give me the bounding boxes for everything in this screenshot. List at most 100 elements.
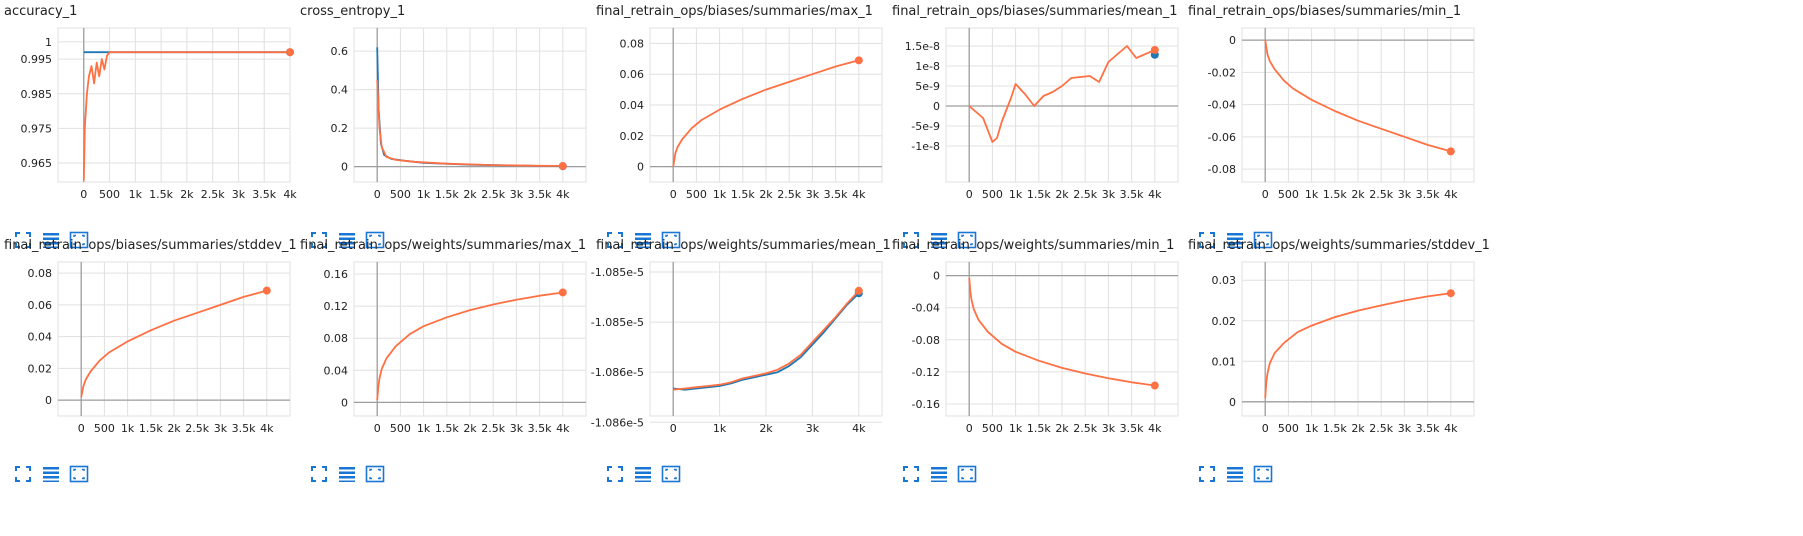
data-series-icon[interactable] xyxy=(40,463,62,485)
y-tick-label: 0.04 xyxy=(620,99,645,112)
data-series-icon[interactable] xyxy=(928,229,950,251)
y-tick-label: -1.085e-5 xyxy=(591,316,644,329)
fullscreen-icon[interactable] xyxy=(1196,463,1218,485)
fit-domain-icon[interactable] xyxy=(1252,229,1274,251)
chart-title: final_retrain_ops/biases/summaries/max_1 xyxy=(596,4,873,19)
x-tick-label: 3k xyxy=(1398,422,1412,435)
series-end-marker xyxy=(286,48,294,57)
y-tick-label: 5e-9 xyxy=(915,80,940,93)
fullscreen-icon[interactable] xyxy=(900,463,922,485)
x-tick-label: 3.5k xyxy=(232,422,256,435)
x-tick-label: 1k xyxy=(1009,422,1023,435)
x-tick-label: 2k xyxy=(180,188,194,201)
y-tick-label: 0 xyxy=(341,161,348,174)
y-tick-label: -0.04 xyxy=(912,302,940,315)
x-tick-label: 2.5k xyxy=(777,188,801,201)
x-tick-label: 1k xyxy=(1305,422,1319,435)
fullscreen-icon[interactable] xyxy=(604,229,626,251)
x-tick-label: 2k xyxy=(463,422,477,435)
series-line xyxy=(376,79,563,167)
x-tick-label: 500 xyxy=(686,188,707,201)
fit-domain-icon[interactable] xyxy=(364,463,386,485)
y-tick-label: -0.08 xyxy=(1208,163,1236,176)
x-tick-label: 3.5k xyxy=(528,188,552,201)
series-end-marker xyxy=(1446,289,1455,298)
data-series-icon[interactable] xyxy=(1224,229,1246,251)
x-tick-label: 500 xyxy=(1278,422,1299,435)
chart-plot: 0 500 1k 1.5k 2k 2.5k 3k 3.5k 4k 1 0.995 0.985 0.975… xyxy=(21,27,297,201)
fullscreen-icon[interactable] xyxy=(1196,229,1218,251)
chart-plot: 0 500 1k 1.5k 2k 2.5k 3k 3.5k 4k 1.5e-8 1e-8 5e-9 0 -… xyxy=(905,27,1179,201)
x-tick-label: 500 xyxy=(99,188,120,201)
x-tick-label: 2k xyxy=(1055,422,1069,435)
chart-card: final_retrain_ops/weights/summaries/min_… xyxy=(888,234,1228,496)
plot-frame xyxy=(945,27,1179,183)
fit-domain-icon[interactable] xyxy=(68,463,90,485)
x-tick-label: 1k xyxy=(713,188,727,201)
fit-domain-icon[interactable] xyxy=(956,463,978,485)
x-tick-label: 500 xyxy=(390,422,411,435)
x-tick-label: 4k xyxy=(852,422,866,435)
y-tick-label: 0 xyxy=(1229,34,1236,47)
fullscreen-icon[interactable] xyxy=(12,463,34,485)
y-tick-label: -0.08 xyxy=(912,334,940,347)
y-tick-label: 0.06 xyxy=(28,299,53,312)
y-tick-label: -0.12 xyxy=(912,366,940,379)
chart-plot: 0 500 1k 1.5k 2k 2.5k 3k 3.5k 4k 0.08 0.06 0.04 0.02… xyxy=(620,27,883,201)
y-tick-label: -5e-9 xyxy=(911,120,940,133)
plot-frame xyxy=(649,27,883,183)
y-tick-label: 0.6 xyxy=(331,45,349,58)
fit-domain-icon[interactable] xyxy=(68,229,90,251)
chart-card: cross_entropy_1 0 500 1k 1.5k 2k 2.5k 3k 3.5k 4k 0… xyxy=(296,0,636,262)
fullscreen-icon[interactable] xyxy=(900,229,922,251)
chart-title: cross_entropy_1 xyxy=(300,4,406,19)
data-series-icon[interactable] xyxy=(336,463,358,485)
y-tick-label: 0.02 xyxy=(1212,315,1237,328)
data-series-icon[interactable] xyxy=(928,463,950,485)
chart-card: accuracy_1 0 500 1k 1.5k 2k 2.5k 3k 3.5k 4k 1 0.995… xyxy=(0,0,340,262)
x-tick-label: 1.5k xyxy=(1323,188,1347,201)
y-tick-label: 0.03 xyxy=(1212,274,1237,287)
fit-domain-icon[interactable] xyxy=(364,229,386,251)
x-tick-label: 3.5k xyxy=(1416,422,1440,435)
x-tick-label: 1.5k xyxy=(731,188,755,201)
fit-domain-icon[interactable] xyxy=(1252,463,1274,485)
x-tick-label: 3.5k xyxy=(824,188,848,201)
x-tick-label: 0 xyxy=(374,422,381,435)
fullscreen-icon[interactable] xyxy=(308,229,330,251)
fullscreen-icon[interactable] xyxy=(12,229,34,251)
plot-frame xyxy=(1241,27,1475,183)
chart-card: final_retrain_ops/biases/summaries/stdde… xyxy=(0,234,340,496)
chart-card: final_retrain_ops/biases/summaries/max_1… xyxy=(592,0,932,262)
data-series-icon[interactable] xyxy=(1224,463,1246,485)
x-tick-label: 4k xyxy=(260,422,274,435)
y-tick-label: 0 xyxy=(1229,396,1236,409)
x-tick-label: 500 xyxy=(1278,188,1299,201)
x-tick-label: 4k xyxy=(556,422,570,435)
y-tick-label: 0.08 xyxy=(28,267,53,280)
series-line xyxy=(82,51,290,181)
series-end-marker xyxy=(854,286,863,295)
x-tick-label: 3k xyxy=(214,422,228,435)
x-tick-label: 2.5k xyxy=(1073,422,1097,435)
fullscreen-icon[interactable] xyxy=(604,463,626,485)
fit-domain-icon[interactable] xyxy=(660,229,682,251)
y-tick-label: 0 xyxy=(341,396,348,409)
series-end-marker xyxy=(1150,381,1159,390)
chart-card: final_retrain_ops/biases/summaries/min_1… xyxy=(1184,0,1524,262)
x-tick-label: 1.5k xyxy=(1027,422,1051,435)
series-line xyxy=(1264,39,1452,153)
x-tick-label: 3.5k xyxy=(1120,188,1144,201)
data-series-icon[interactable] xyxy=(632,463,654,485)
x-tick-label: 1.5k xyxy=(1323,422,1347,435)
plot-frame xyxy=(57,27,291,183)
fit-domain-icon[interactable] xyxy=(956,229,978,251)
data-series-icon[interactable] xyxy=(336,229,358,251)
x-tick-label: 1.5k xyxy=(435,422,459,435)
x-tick-label: 4k xyxy=(1444,188,1458,201)
data-series-icon[interactable] xyxy=(40,229,62,251)
fullscreen-icon[interactable] xyxy=(308,463,330,485)
fit-domain-icon[interactable] xyxy=(660,463,682,485)
x-tick-label: 0 xyxy=(670,422,677,435)
data-series-icon[interactable] xyxy=(632,229,654,251)
